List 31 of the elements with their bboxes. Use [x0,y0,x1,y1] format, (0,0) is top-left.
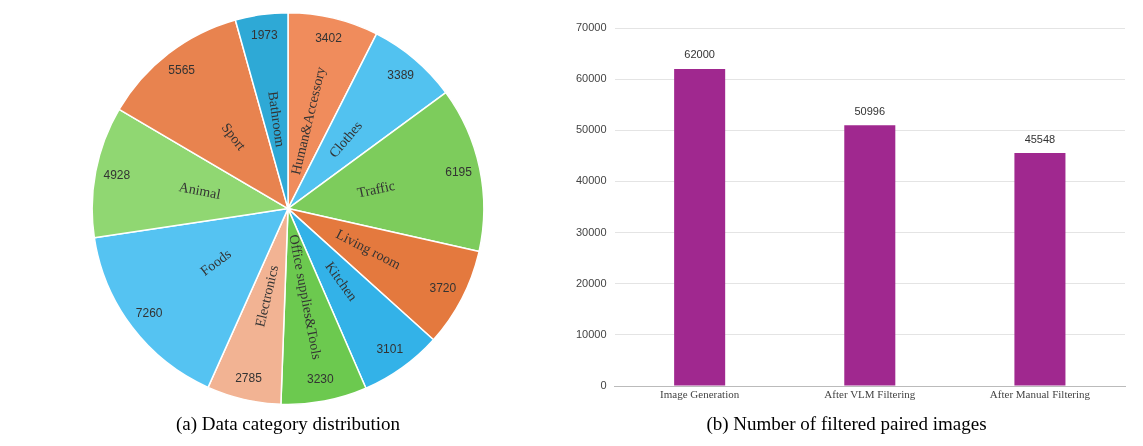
slice-label: Bathroom [265,90,288,149]
y-tick-label: 30000 [575,225,607,238]
data-label: 6195 [445,165,473,180]
data-label: 45548 [1024,132,1056,145]
x-tick-label: Image Generation [660,388,740,401]
slice-label: Electronics [252,263,282,329]
y-tick-label: 40000 [575,174,607,187]
data-label: 3389 [387,67,415,82]
data-label: 3402 [315,31,343,46]
text: (a) Data category distribution [175,412,401,435]
y-tick-label: 0 [600,379,607,392]
data-label: 4928 [103,167,131,182]
slice-label: Animal [177,179,222,203]
data-label: 5565 [168,62,196,77]
data-label: 2785 [235,370,263,385]
data-label: 1973 [251,28,279,43]
y-tick-label: 60000 [575,72,607,85]
x-tick-label: After Manual Filtering [989,388,1091,401]
y-tick-label: 70000 [575,21,607,34]
y-tick-label: 10000 [575,327,607,340]
slice-label: Traffic [355,178,397,201]
y-tick-label: 50000 [575,123,607,136]
x-tick-label: After VLM Filtering [824,388,916,401]
data-label: 50996 [854,104,886,117]
y-tick-label: 20000 [575,276,607,289]
data-label: 62000 [684,48,715,61]
data-label: 3230 [306,372,334,387]
data-label: 3720 [429,280,457,295]
data-label: 7260 [135,306,163,321]
data-label: 3101 [376,342,404,357]
text: (b) Number of filtered paired images [706,412,987,435]
